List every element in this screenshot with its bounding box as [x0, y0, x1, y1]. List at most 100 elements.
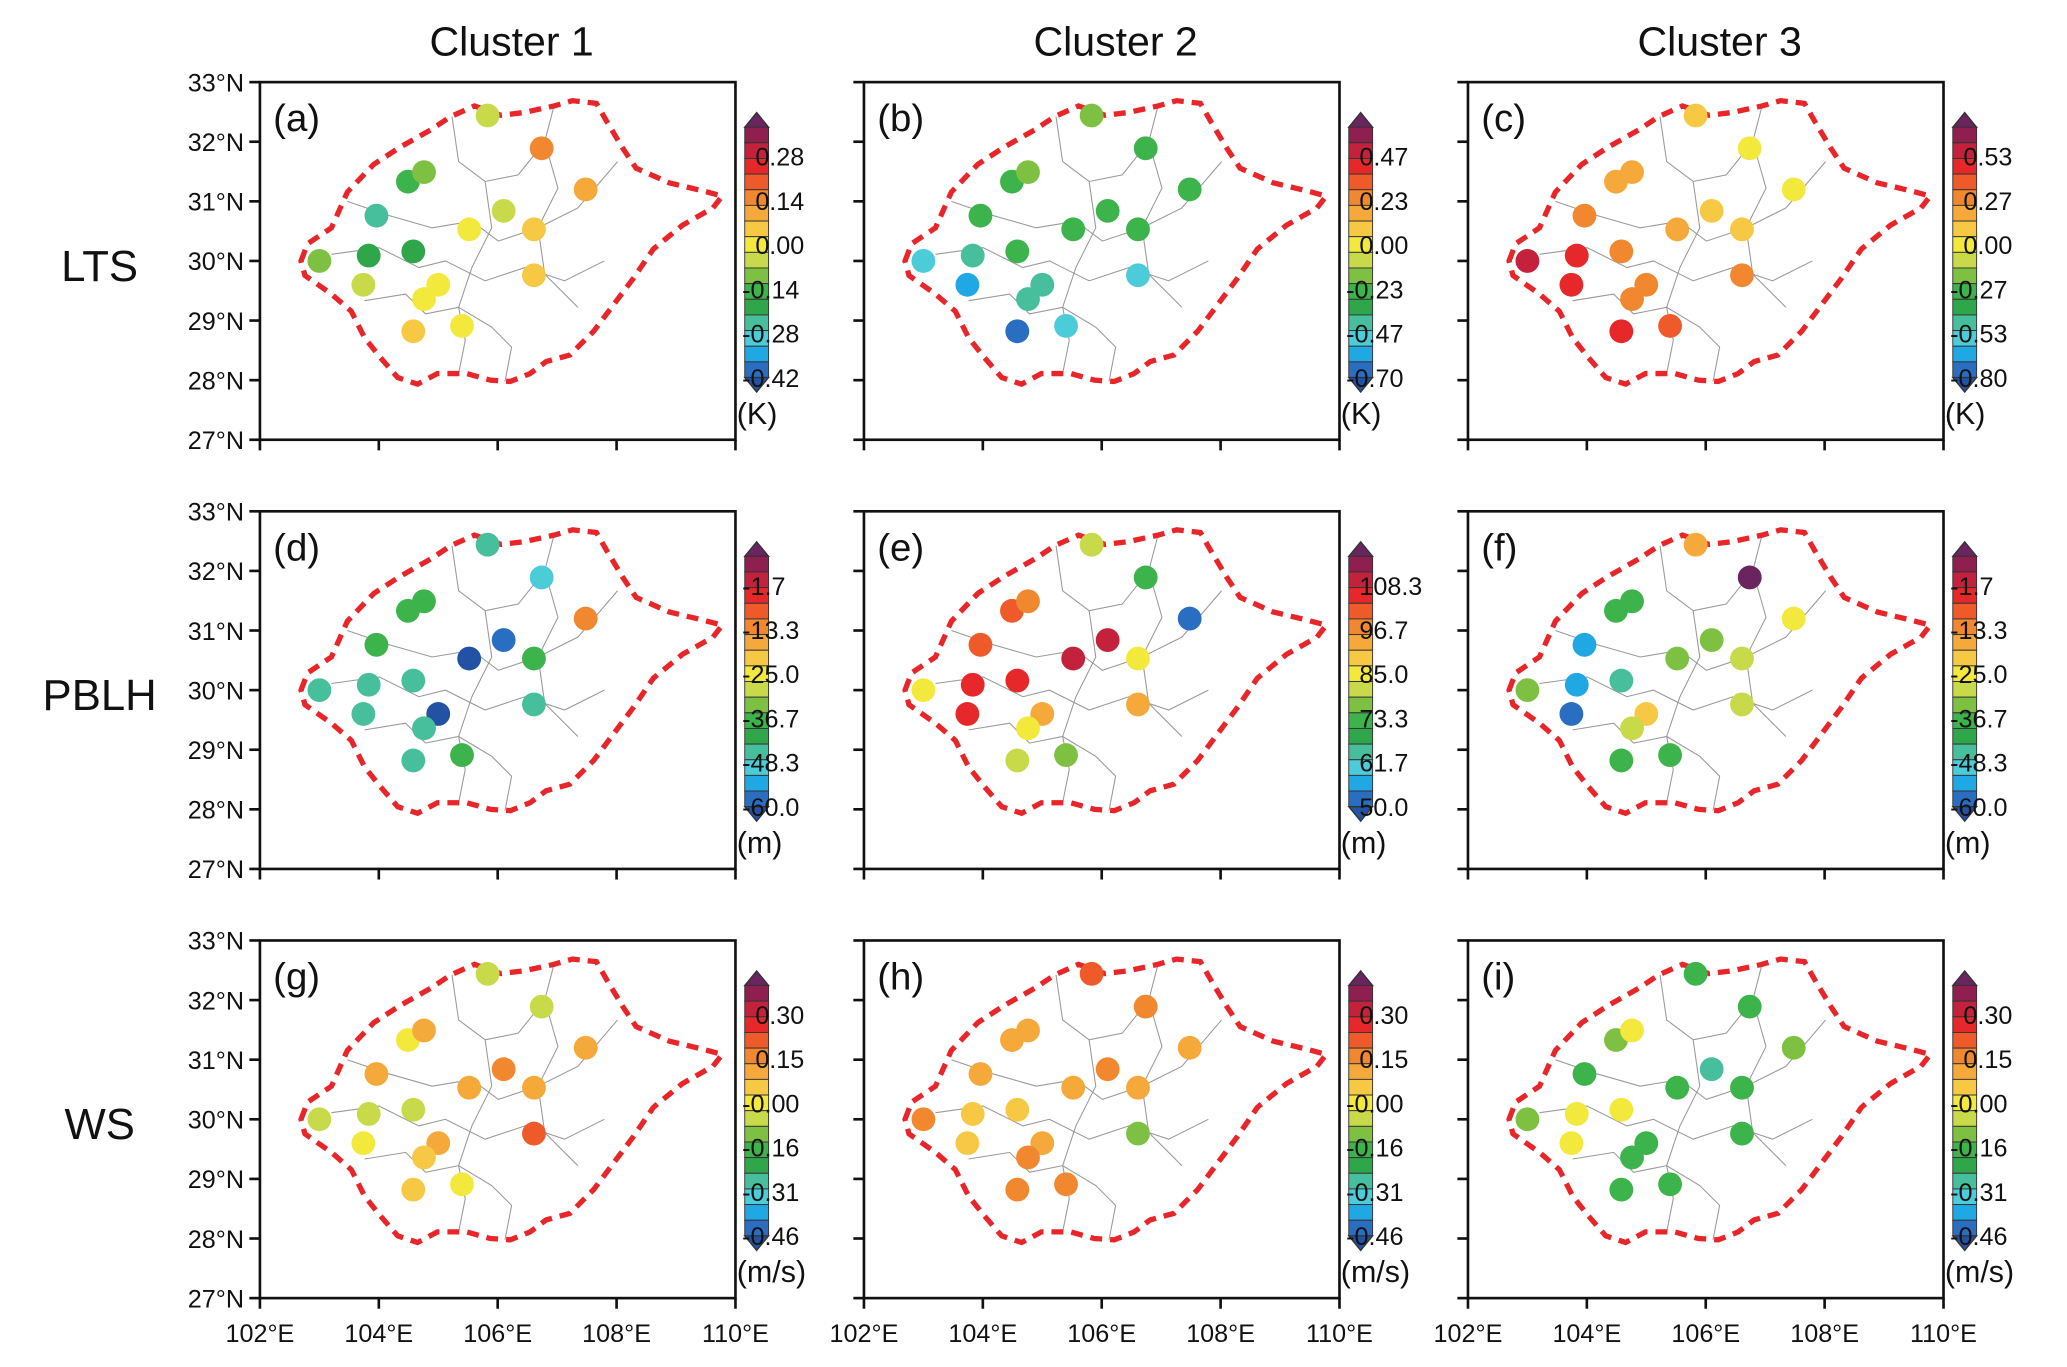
station-dot [1658, 313, 1682, 338]
station-dot [1016, 589, 1040, 614]
colorbar-box [744, 774, 770, 792]
x-tick-label: 108°E [1186, 1320, 1255, 1348]
station-dot [364, 203, 389, 228]
column-title: Cluster 1 [429, 19, 593, 65]
colorbar-label: -0.31 [1346, 1179, 1403, 1207]
colorbar-label: 85.0 [1359, 661, 1408, 689]
station-dot [491, 1057, 516, 1082]
station-dot [1016, 160, 1040, 185]
basin-boundary [1506, 97, 1935, 388]
station-dot [1665, 1075, 1690, 1100]
panel-label: (c) [1481, 97, 1526, 140]
station-dot [457, 217, 482, 242]
station-dot [356, 672, 381, 697]
y-tick-label: 27°N [188, 856, 244, 884]
station-dot [911, 678, 936, 703]
county-boundary [347, 1019, 618, 1101]
county-boundary [935, 676, 1209, 711]
station-dot [529, 565, 554, 590]
station-dot [1730, 1121, 1754, 1146]
station-dot [960, 1102, 985, 1126]
panel-i: 102°E 104°E 106°E 108°E 110°E (i) 0.30 0.15 -0.0… [1434, 939, 2014, 1348]
station-dot [1095, 1057, 1120, 1082]
colorbar-unit: (m/s) [1341, 1255, 1410, 1289]
station-dot [1559, 272, 1584, 297]
panel-g: 102°E 104°E 106°E 108°E 110°E 33°N 32°N 31°N 30°… [188, 928, 806, 1348]
colorbar-max-triangle [743, 540, 770, 557]
colorbar-label: -0.00 [1950, 1090, 2007, 1118]
station-dot [412, 160, 436, 185]
county-boundary [1055, 105, 1159, 183]
colorbar-box [1348, 774, 1374, 792]
x-tick-label: 110°E [1306, 1320, 1373, 1348]
colorbar-label: -0.46 [1346, 1223, 1403, 1251]
x-tick-label: 104°E [948, 1320, 1017, 1348]
colorbar-label: 0.23 [1359, 188, 1408, 216]
county-boundary [1666, 181, 1701, 374]
station-dot [522, 217, 546, 242]
station-dot [960, 672, 985, 697]
station-dot [412, 287, 436, 312]
colorbar-label: -1.7 [1950, 573, 1993, 601]
station-dot [1683, 103, 1708, 128]
y-tick-label: 33°N [188, 499, 244, 527]
station-dot [1515, 249, 1540, 273]
station-dot [1620, 287, 1644, 312]
station-dot [955, 702, 980, 726]
colorbar-min-triangle [1347, 806, 1374, 823]
station-dot [1005, 748, 1030, 773]
station-dot [401, 239, 426, 264]
colorbar-label: -48.3 [1950, 750, 2007, 778]
colorbar-box [1952, 126, 1978, 144]
colorbar-label: -0.80 [1950, 365, 2007, 393]
station-dot [1005, 1177, 1030, 1202]
county-boundary [935, 1105, 1209, 1140]
station-dot [1079, 103, 1104, 128]
station-dot [412, 716, 436, 741]
county-boundary [1062, 1039, 1097, 1232]
station-dot [968, 632, 993, 657]
colorbar-min-triangle [1347, 376, 1374, 394]
colorbar-label: 0.27 [1963, 188, 2012, 216]
station-dot [1572, 203, 1597, 228]
colorbar-unit: (m) [1341, 826, 1387, 860]
colorbar-label: 0.00 [1963, 232, 2012, 260]
panel-label: (h) [877, 955, 924, 998]
station-dot [1658, 743, 1682, 768]
station-dot [1005, 319, 1030, 344]
station-dot [1683, 532, 1708, 557]
station-dot [1126, 1075, 1150, 1100]
station-dot [1177, 1035, 1202, 1060]
station-dot [1730, 263, 1754, 288]
station-dot [401, 668, 426, 693]
county-boundary [331, 1105, 605, 1140]
y-tick-label: 30°N [188, 677, 244, 705]
y-tick-label: 29°N [188, 1166, 244, 1194]
panel-label: (i) [1481, 955, 1515, 998]
colorbar-label: 0.30 [755, 1002, 804, 1030]
station-dot [457, 1075, 482, 1100]
colorbar-label: -0.23 [1346, 276, 1403, 304]
x-tick-label: 106°E [1671, 1320, 1740, 1348]
y-tick-label: 28°N [188, 367, 244, 395]
station-dot [522, 646, 546, 671]
x-tick-label: 102°E [830, 1320, 899, 1348]
station-dot [1737, 994, 1762, 1019]
county-boundary [951, 1019, 1222, 1101]
colorbar-min-triangle [1951, 376, 1979, 394]
colorbar-min-triangle [1951, 806, 1979, 823]
station-dot [1609, 319, 1634, 344]
station-dot [1730, 646, 1754, 671]
station-dot [1515, 678, 1540, 703]
county-boundary [1659, 535, 1763, 612]
colorbar-label: -0.14 [742, 276, 799, 304]
county-boundary [1539, 676, 1813, 711]
station-dot [1730, 1075, 1754, 1100]
colorbar-label: 0.14 [755, 188, 804, 216]
y-tick-label: 32°N [188, 558, 244, 586]
station-dot [1609, 239, 1634, 264]
county-boundary [458, 181, 493, 374]
station-dot [1126, 217, 1150, 242]
colorbar-max-triangle [743, 969, 770, 987]
station-dot [307, 678, 332, 703]
